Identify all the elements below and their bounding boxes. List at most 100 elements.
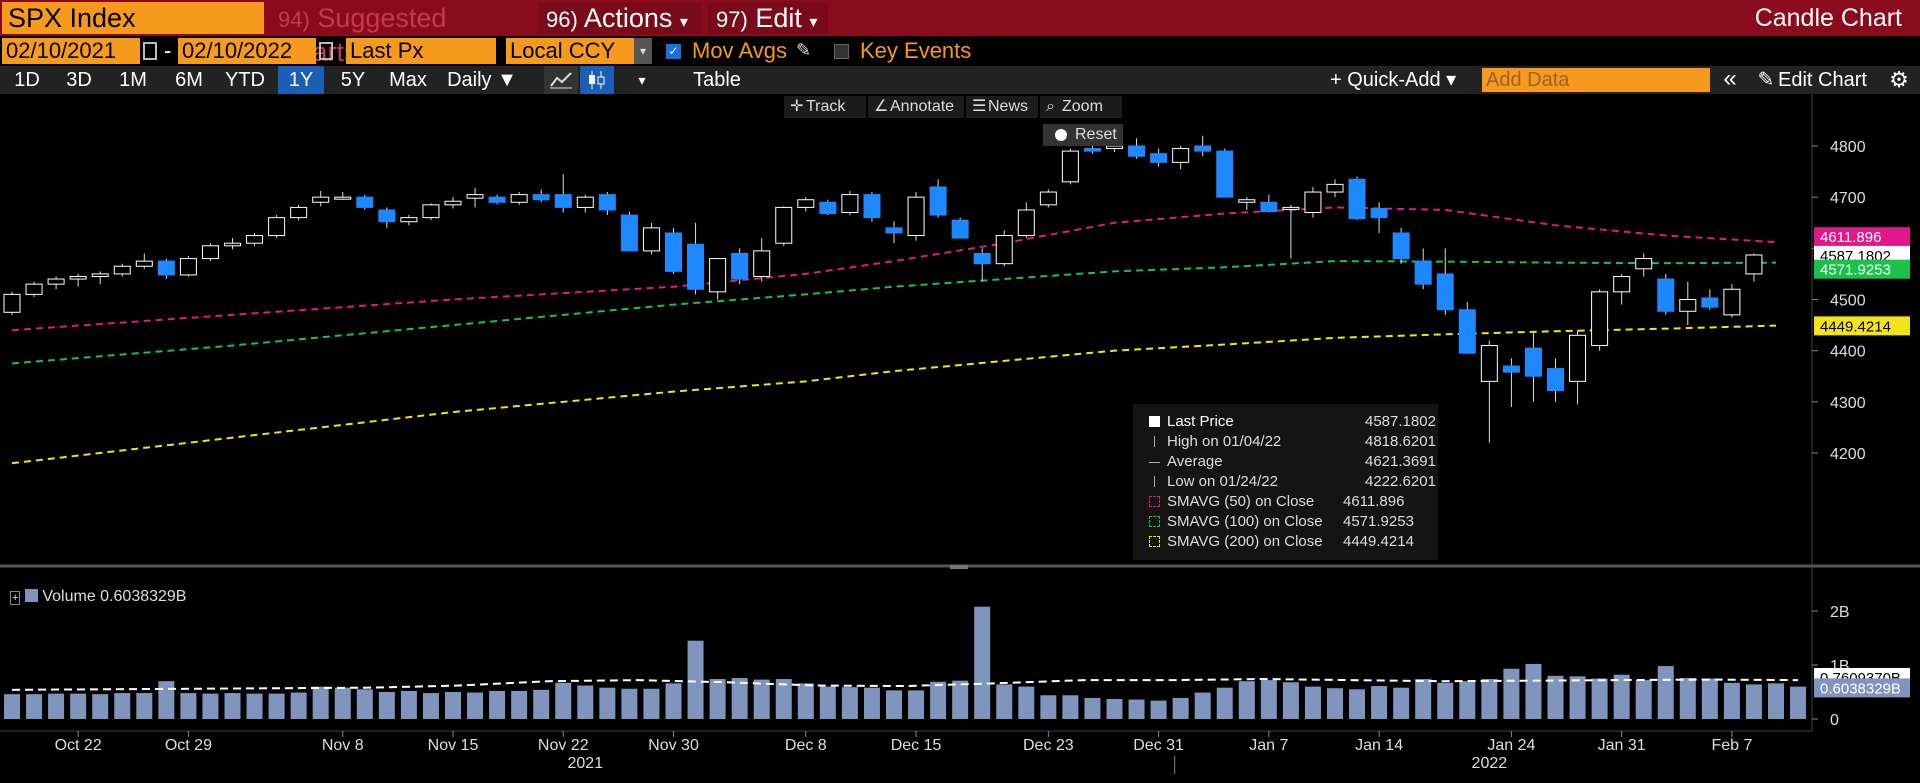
start-date-field[interactable]: 02/10/2021 — [2, 38, 140, 64]
track-tool[interactable]: ✛ Track — [784, 96, 866, 118]
volume-bar — [819, 686, 836, 719]
period-3d[interactable]: 3D — [66, 69, 92, 91]
candle-up — [1480, 345, 1498, 382]
actions-label: Actions — [583, 3, 673, 33]
x-tick-label: Jan 14 — [1355, 737, 1403, 754]
news-tool[interactable]: ☰ News — [966, 96, 1038, 118]
x-tick-label: Nov 22 — [538, 737, 589, 754]
volume-bar — [555, 682, 572, 719]
volume-bar — [4, 694, 20, 719]
volume-bar — [1547, 675, 1564, 719]
end-date-field[interactable]: 02/10/2022 — [178, 38, 316, 64]
radio-icon — [1055, 129, 1067, 141]
candle-down — [356, 196, 374, 208]
volume-bar — [334, 687, 351, 719]
key-events-checkbox[interactable] — [834, 44, 849, 59]
table-button[interactable]: Table — [693, 69, 741, 91]
volume-average-line — [11, 678, 1799, 691]
period-1m[interactable]: 1M — [119, 69, 147, 91]
volume-bar — [1260, 680, 1277, 719]
volume-bar — [753, 679, 770, 719]
candle-down — [687, 243, 705, 290]
volume-bar — [621, 688, 638, 719]
frequency-dropdown[interactable]: Daily ▼ — [447, 69, 517, 91]
legend-label: SMAVG (100) on Close — [1167, 513, 1323, 530]
suggested-charts-menu[interactable]: 94) Suggested Charts — [270, 2, 532, 67]
calendar-icon[interactable] — [319, 42, 333, 60]
period-6m[interactable]: 6M — [175, 69, 203, 91]
field-selector[interactable]: Last Px — [346, 38, 496, 64]
period-ytd[interactable]: YTD — [225, 69, 265, 91]
candle-down — [1216, 150, 1234, 198]
candle-down — [554, 194, 572, 208]
zoom-tool[interactable]: ⌕ Zoom — [1040, 96, 1122, 118]
gear-icon[interactable]: ⚙ — [1889, 67, 1909, 92]
candle-down — [1194, 145, 1212, 152]
expand-icon[interactable]: + — [10, 591, 21, 605]
line-chart-icon[interactable] — [544, 66, 578, 94]
candle-down — [598, 194, 616, 211]
candle-down — [1392, 232, 1410, 260]
actions-menu[interactable]: 96) Actions ▾ — [538, 2, 702, 34]
high-marker-icon — [1154, 436, 1155, 447]
volume-bar — [1304, 686, 1321, 719]
volume-bar — [1172, 697, 1189, 719]
candle-down — [819, 201, 837, 215]
candle-down — [885, 227, 903, 234]
pencil-icon[interactable]: ✎ — [796, 40, 812, 60]
candle-down — [378, 209, 396, 223]
candle-up — [576, 196, 594, 208]
volume-bar — [224, 693, 241, 719]
edit-chart-button[interactable]: Edit Chart — [1778, 69, 1867, 91]
edit-menu[interactable]: 97) Edit ▾ — [708, 2, 828, 34]
collapse-icon[interactable]: « — [1723, 65, 1737, 92]
legend-label: Last Price — [1167, 413, 1234, 430]
candle-up — [91, 273, 109, 277]
candle-chart[interactable]: 42004300440045004600470048004611.8964587… — [0, 94, 1920, 783]
volume-bar — [1790, 686, 1807, 719]
legend-row-last-price: Last Price 4587.1802 — [1143, 412, 1436, 432]
chart-type-title: Candle Chart — [1754, 4, 1902, 32]
volume-bar — [1657, 666, 1674, 719]
sma50-swatch-icon — [1149, 496, 1160, 507]
price-tag-label: 4571.9253 — [1820, 262, 1891, 279]
period-1y[interactable]: 1Y — [278, 66, 324, 94]
period-5y[interactable]: 5Y — [340, 69, 366, 91]
x-tick-label: Nov 8 — [322, 737, 364, 754]
volume-last-tag-label: 0.6038329B — [1820, 680, 1901, 697]
candle-chart-icon[interactable] — [580, 66, 614, 94]
candle-down — [1260, 201, 1278, 212]
calendar-icon[interactable] — [143, 42, 157, 60]
currency-selector[interactable]: Local CCY — [506, 38, 634, 64]
candle-up — [1569, 334, 1587, 382]
x-tick-label: Dec 23 — [1023, 737, 1074, 754]
candle-down — [1150, 153, 1168, 163]
volume-legend-value: 0.6038329B — [100, 588, 187, 605]
volume-bar — [709, 679, 726, 719]
currency-dropdown-arrow[interactable]: ▾ — [634, 38, 652, 64]
annotate-tool[interactable]: ∠ Annotate — [868, 96, 964, 118]
volume-bar — [952, 680, 969, 719]
period-max[interactable]: Max — [389, 69, 427, 91]
candle-down — [665, 232, 682, 272]
volume-bar — [92, 694, 109, 719]
mov-avgs-checkbox[interactable]: ✓ — [666, 44, 681, 59]
add-data-input[interactable] — [1482, 68, 1710, 92]
candle-down — [488, 196, 506, 203]
reset-button[interactable]: Reset — [1043, 124, 1123, 146]
legend-row-sma50: SMAVG (50) on Close 4611.896 — [1143, 492, 1433, 512]
quick-add-button[interactable]: + Quick-Add ▾ — [1330, 69, 1457, 91]
volume-bar — [1062, 695, 1079, 719]
volume-bar — [1040, 695, 1057, 719]
average-marker-icon — [1149, 462, 1160, 463]
volume-last-tag-bg — [1814, 678, 1910, 698]
chart-type-dropdown-arrow[interactable]: ▾ — [638, 72, 646, 88]
volume-bar — [1106, 699, 1123, 719]
ticker-field[interactable]: SPX Index — [2, 2, 264, 34]
volume-bar — [70, 693, 87, 719]
candle-up — [1061, 150, 1079, 183]
x-tick-label: Dec 15 — [891, 737, 942, 754]
period-1d[interactable]: 1D — [14, 69, 40, 91]
legend-value: 4222.6201 — [1365, 473, 1436, 490]
candle-up — [246, 235, 264, 244]
